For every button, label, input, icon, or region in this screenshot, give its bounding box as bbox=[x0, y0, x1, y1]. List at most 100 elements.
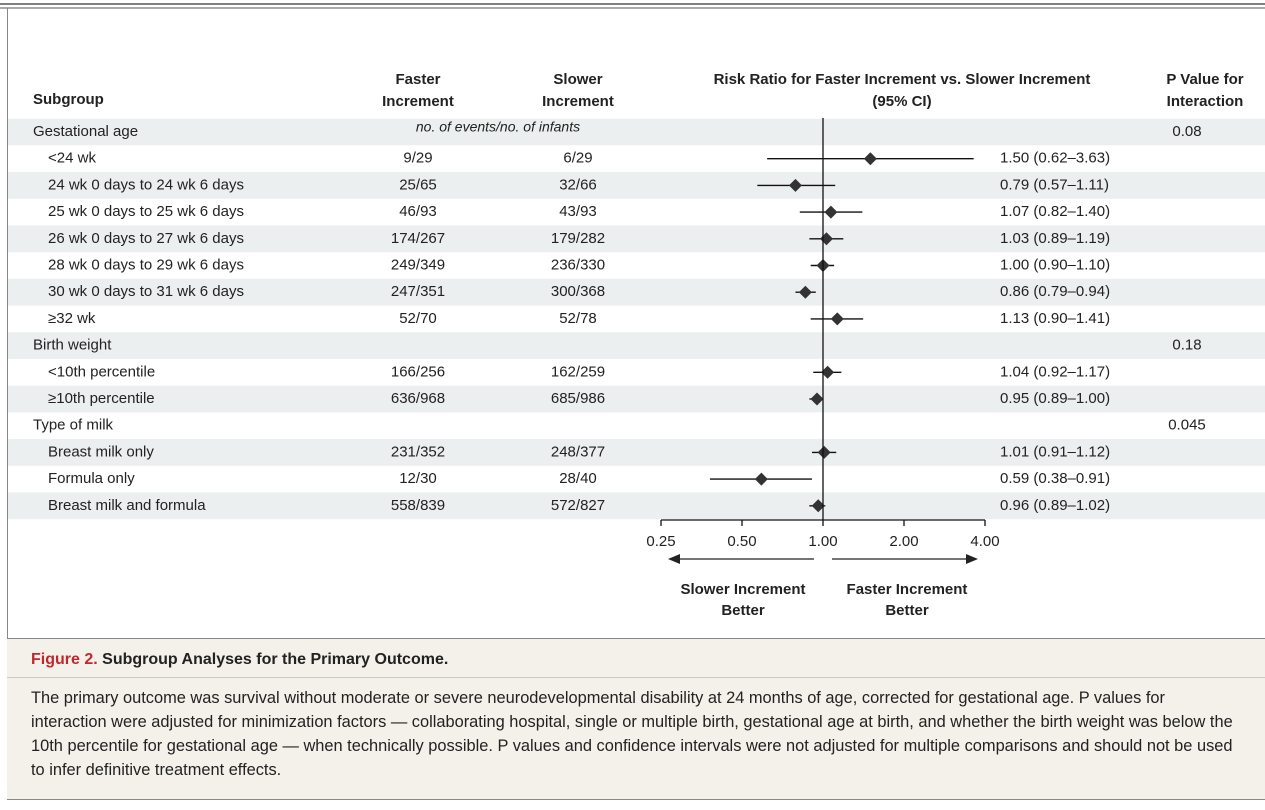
slower-count: 300/368 bbox=[551, 283, 605, 300]
slower-count: 248/377 bbox=[551, 443, 605, 460]
subgroup-label: Formula only bbox=[48, 470, 135, 487]
header-p: Interaction bbox=[1167, 93, 1244, 110]
p-value: 0.08 bbox=[1172, 123, 1201, 140]
estimate-marker bbox=[821, 365, 835, 379]
row-band bbox=[8, 332, 1265, 359]
subgroup-label: 25 wk 0 days to 25 wk 6 days bbox=[48, 203, 244, 220]
faster-count: 249/349 bbox=[391, 256, 445, 273]
header-p: P Value for bbox=[1166, 71, 1243, 88]
arrow-head bbox=[966, 554, 978, 564]
header-subgroup: Subgroup bbox=[33, 91, 104, 108]
faster-count: 231/352 bbox=[391, 443, 445, 460]
subgroup-label: <10th percentile bbox=[48, 363, 155, 380]
faster-count: 46/93 bbox=[399, 203, 437, 220]
estimate-marker bbox=[824, 205, 838, 219]
slower-count: 685/986 bbox=[551, 390, 605, 407]
estimate-marker bbox=[817, 445, 831, 459]
subgroup-label: <24 wk bbox=[48, 150, 96, 167]
caption-title: Subgroup Analyses for the Primary Outcom… bbox=[102, 651, 449, 668]
faster-count: 9/29 bbox=[403, 150, 432, 167]
group-label: Gestational age bbox=[33, 123, 138, 140]
arrow-label: Slower Increment bbox=[680, 581, 805, 598]
header-faster: Faster bbox=[395, 71, 440, 88]
x-tick-label: 2.00 bbox=[889, 533, 918, 550]
subgroup-label: ≥10th percentile bbox=[48, 390, 155, 407]
row-band bbox=[8, 439, 1265, 466]
x-tick-label: 1.00 bbox=[808, 533, 837, 550]
risk-ratio-label: 1.03 (0.89–1.19) bbox=[1000, 230, 1110, 247]
estimate-marker bbox=[754, 472, 768, 486]
estimate-marker bbox=[798, 285, 812, 299]
risk-ratio-label: 1.00 (0.90–1.10) bbox=[1000, 256, 1110, 273]
risk-ratio-label: 1.07 (0.82–1.40) bbox=[1000, 203, 1110, 220]
subgroup-label: Breast milk only bbox=[48, 443, 154, 460]
group-label: Birth weight bbox=[33, 337, 112, 354]
faster-count: 174/267 bbox=[391, 230, 445, 247]
risk-ratio-label: 0.79 (0.57–1.11) bbox=[1000, 176, 1109, 193]
slower-count: 28/40 bbox=[559, 470, 597, 487]
risk-ratio-label: 0.95 (0.89–1.00) bbox=[1000, 390, 1110, 407]
faster-count: 247/351 bbox=[391, 283, 445, 300]
row-band bbox=[8, 225, 1265, 253]
risk-ratio-label: 1.04 (0.92–1.17) bbox=[1000, 363, 1110, 380]
subgroup-label: 24 wk 0 days to 24 wk 6 days bbox=[48, 176, 244, 193]
x-tick-label: 4.00 bbox=[970, 533, 999, 550]
risk-ratio-label: 0.86 (0.79–0.94) bbox=[1000, 283, 1110, 300]
faster-count: 25/65 bbox=[399, 176, 437, 193]
risk-ratio-label: 1.01 (0.91–1.12) bbox=[1000, 443, 1110, 460]
risk-ratio-label: 1.50 (0.62–3.63) bbox=[1000, 150, 1110, 167]
chart: Subgroup Faster Increment Slower Increme… bbox=[0, 3, 1265, 638]
subgroup-label: 30 wk 0 days to 31 wk 6 days bbox=[48, 283, 244, 300]
p-value: 0.18 bbox=[1172, 337, 1201, 354]
header-slower: Increment bbox=[542, 93, 614, 110]
slower-count: 572/827 bbox=[551, 497, 605, 514]
risk-ratio-label: 1.13 (0.90–1.41) bbox=[1000, 310, 1110, 327]
caption: Figure 2. Subgroup Analyses for the Prim… bbox=[7, 638, 1265, 800]
slower-count: 179/282 bbox=[551, 230, 605, 247]
header-ratio: (95% CI) bbox=[872, 93, 931, 110]
estimate-marker bbox=[810, 392, 824, 406]
arrow-label: Faster Increment bbox=[847, 581, 968, 598]
faster-count: 52/70 bbox=[399, 310, 437, 327]
estimate-marker bbox=[863, 152, 877, 166]
faster-count: 558/839 bbox=[391, 497, 445, 514]
risk-ratio-label: 0.59 (0.38–0.91) bbox=[1000, 470, 1110, 487]
arrow-label: Better bbox=[721, 602, 765, 619]
slower-count: 43/93 bbox=[559, 203, 597, 220]
header-ratio: Risk Ratio for Faster Increment vs. Slow… bbox=[714, 71, 1091, 88]
row-band bbox=[8, 118, 1265, 146]
x-tick-label: 0.25 bbox=[646, 533, 675, 550]
header-faster: Increment bbox=[382, 93, 454, 110]
slower-count: 162/259 bbox=[551, 363, 605, 380]
row-band bbox=[8, 492, 1265, 520]
group-label: Type of milk bbox=[33, 417, 114, 434]
slower-count: 32/66 bbox=[559, 176, 597, 193]
caption-label: Figure 2. bbox=[31, 651, 98, 668]
faster-count: 166/256 bbox=[391, 363, 445, 380]
slower-count: 52/78 bbox=[559, 310, 597, 327]
slower-count: 236/330 bbox=[551, 256, 605, 273]
header-slower: Slower bbox=[553, 71, 602, 88]
subgroup-label: Breast milk and formula bbox=[48, 497, 206, 514]
row-band bbox=[8, 278, 1265, 306]
estimate-marker bbox=[811, 499, 825, 513]
subgroup-label: ≥32 wk bbox=[48, 310, 96, 327]
count-note: no. of events/no. of infants bbox=[416, 119, 580, 135]
caption-heading: Figure 2. Subgroup Analyses for the Prim… bbox=[7, 639, 1265, 678]
row-shading bbox=[8, 118, 1265, 520]
subgroup-label: 26 wk 0 days to 27 wk 6 days bbox=[48, 230, 244, 247]
faster-count: 12/30 bbox=[399, 470, 437, 487]
subgroup-label: 28 wk 0 days to 29 wk 6 days bbox=[48, 256, 244, 273]
arrow-label: Better bbox=[885, 602, 929, 619]
faster-count: 636/968 bbox=[391, 390, 445, 407]
arrow-head bbox=[668, 554, 680, 564]
estimate-marker bbox=[830, 312, 844, 326]
row-band bbox=[8, 172, 1265, 199]
row-band bbox=[8, 385, 1265, 413]
p-value: 0.045 bbox=[1168, 417, 1206, 434]
risk-ratio-label: 0.96 (0.89–1.02) bbox=[1000, 497, 1110, 514]
x-tick-label: 0.50 bbox=[727, 533, 756, 550]
estimate-marker bbox=[788, 178, 802, 192]
caption-text: The primary outcome was survival without… bbox=[31, 689, 1233, 779]
